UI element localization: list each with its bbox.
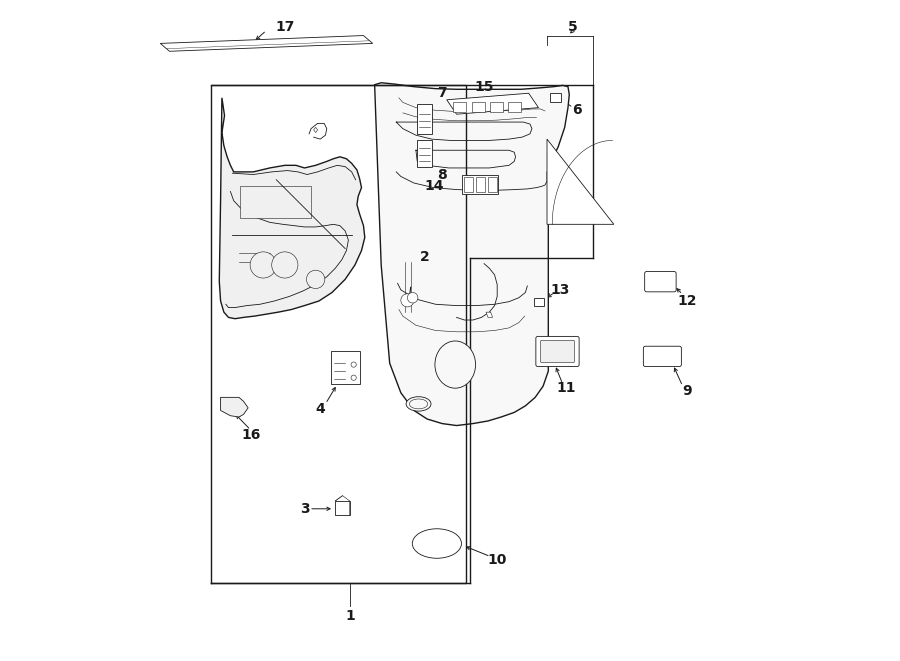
Ellipse shape <box>412 529 462 559</box>
Text: 7: 7 <box>437 86 447 100</box>
Polygon shape <box>446 93 538 114</box>
Text: 9: 9 <box>682 384 692 398</box>
Polygon shape <box>314 128 318 133</box>
Text: 1: 1 <box>346 609 356 623</box>
Circle shape <box>408 292 418 303</box>
Text: 4: 4 <box>315 402 325 416</box>
FancyBboxPatch shape <box>418 140 432 167</box>
FancyBboxPatch shape <box>550 93 562 102</box>
FancyBboxPatch shape <box>418 104 432 134</box>
Text: 8: 8 <box>437 167 447 182</box>
Text: 12: 12 <box>678 294 697 308</box>
Text: 3: 3 <box>300 502 310 516</box>
FancyBboxPatch shape <box>490 102 503 112</box>
FancyBboxPatch shape <box>644 272 676 292</box>
FancyBboxPatch shape <box>472 102 485 112</box>
Text: 17: 17 <box>275 20 294 34</box>
Polygon shape <box>486 312 492 317</box>
Circle shape <box>351 362 356 368</box>
Polygon shape <box>374 83 570 426</box>
Polygon shape <box>220 397 248 417</box>
FancyBboxPatch shape <box>534 297 544 305</box>
FancyBboxPatch shape <box>336 501 350 516</box>
Text: 10: 10 <box>488 553 507 567</box>
FancyBboxPatch shape <box>454 102 466 112</box>
FancyBboxPatch shape <box>541 340 574 363</box>
FancyBboxPatch shape <box>644 346 681 367</box>
Text: 2: 2 <box>420 250 430 264</box>
Polygon shape <box>220 98 364 319</box>
Text: 15: 15 <box>474 80 494 94</box>
Polygon shape <box>547 139 614 224</box>
FancyBboxPatch shape <box>464 177 473 192</box>
Text: 13: 13 <box>551 283 570 297</box>
Circle shape <box>272 252 298 278</box>
FancyBboxPatch shape <box>240 186 311 217</box>
Ellipse shape <box>406 397 431 411</box>
FancyBboxPatch shape <box>462 175 498 194</box>
Circle shape <box>307 270 325 289</box>
Circle shape <box>400 293 414 307</box>
FancyBboxPatch shape <box>476 177 485 192</box>
FancyBboxPatch shape <box>330 352 360 384</box>
Text: 16: 16 <box>241 428 260 442</box>
Text: 14: 14 <box>425 179 444 193</box>
Polygon shape <box>160 36 373 52</box>
Ellipse shape <box>435 341 475 388</box>
Circle shape <box>250 252 276 278</box>
Text: 6: 6 <box>572 103 582 117</box>
Text: 11: 11 <box>557 381 576 395</box>
Circle shape <box>351 375 356 380</box>
FancyBboxPatch shape <box>536 336 579 367</box>
FancyBboxPatch shape <box>488 177 497 192</box>
FancyBboxPatch shape <box>508 102 521 112</box>
Ellipse shape <box>410 399 427 408</box>
Text: 5: 5 <box>568 20 578 34</box>
